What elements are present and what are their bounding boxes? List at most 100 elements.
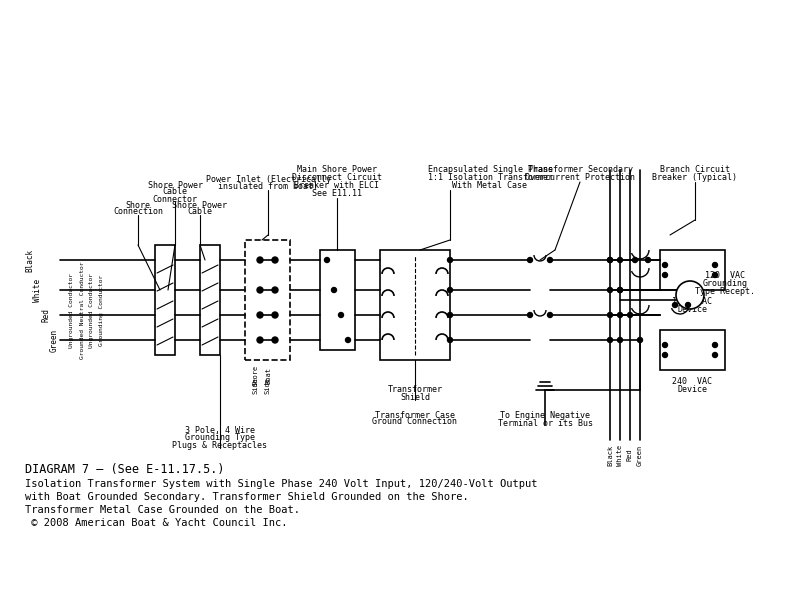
Circle shape xyxy=(547,313,553,317)
Text: See E11.11: See E11.11 xyxy=(312,190,362,199)
Bar xyxy=(692,293,695,301)
Text: DIAGRAM 7 – (See E-11.17.5.): DIAGRAM 7 – (See E-11.17.5.) xyxy=(25,463,225,476)
Text: Ungrounded Conductor: Ungrounded Conductor xyxy=(70,272,74,347)
Text: Connector: Connector xyxy=(153,194,198,203)
Circle shape xyxy=(257,287,263,293)
Text: Shore Power: Shore Power xyxy=(173,200,227,209)
Text: Shore Power: Shore Power xyxy=(147,181,202,190)
Text: 120  VAC: 120 VAC xyxy=(705,271,745,280)
Text: Device: Device xyxy=(677,305,707,314)
Circle shape xyxy=(713,263,718,268)
Circle shape xyxy=(638,337,642,343)
Text: Plugs & Receptacles: Plugs & Receptacles xyxy=(173,442,267,451)
Text: Green: Green xyxy=(50,328,58,352)
Text: Terminal or its Bus: Terminal or its Bus xyxy=(498,419,593,427)
Circle shape xyxy=(607,337,613,343)
Text: White: White xyxy=(617,445,623,466)
Circle shape xyxy=(607,313,613,317)
Circle shape xyxy=(257,337,263,343)
Circle shape xyxy=(272,287,278,293)
Circle shape xyxy=(618,287,622,292)
Circle shape xyxy=(272,337,278,343)
Text: Red: Red xyxy=(42,308,50,322)
Circle shape xyxy=(662,263,667,268)
Text: Breaker (Typical): Breaker (Typical) xyxy=(653,173,738,182)
Circle shape xyxy=(257,312,263,318)
Circle shape xyxy=(633,257,638,263)
Text: Cable: Cable xyxy=(187,208,213,217)
Circle shape xyxy=(618,313,622,317)
Text: insulated from boat): insulated from boat) xyxy=(218,182,318,191)
Text: Boat: Boat xyxy=(265,367,271,383)
Text: Ground Connection: Ground Connection xyxy=(373,418,458,427)
Text: Encapsulated Single Phase: Encapsulated Single Phase xyxy=(427,166,553,175)
Text: Side: Side xyxy=(252,377,258,394)
Text: Transformer Metal Case Grounded on the Boat.: Transformer Metal Case Grounded on the B… xyxy=(25,505,300,515)
Text: Grounding Conductor: Grounding Conductor xyxy=(99,274,105,346)
Text: with Boat Grounded Secondary. Transformer Shield Grounded on the Shore.: with Boat Grounded Secondary. Transforme… xyxy=(25,492,469,502)
Text: Type Recept.: Type Recept. xyxy=(695,286,755,295)
Circle shape xyxy=(607,257,613,263)
Text: Shore: Shore xyxy=(126,200,150,209)
Text: Grounding Type: Grounding Type xyxy=(185,433,255,443)
Circle shape xyxy=(447,313,453,317)
Bar xyxy=(200,245,220,355)
Circle shape xyxy=(627,313,633,317)
Bar xyxy=(660,250,725,290)
Text: To Engine Negative: To Engine Negative xyxy=(500,410,590,419)
Circle shape xyxy=(713,343,718,347)
Text: White: White xyxy=(34,278,42,302)
Circle shape xyxy=(673,302,678,307)
Text: 3 Pole, 4 Wire: 3 Pole, 4 Wire xyxy=(185,425,255,434)
Circle shape xyxy=(447,337,453,343)
Circle shape xyxy=(447,257,453,263)
Circle shape xyxy=(338,313,343,317)
Circle shape xyxy=(607,257,613,263)
Circle shape xyxy=(662,352,667,358)
Text: Cable: Cable xyxy=(162,187,187,196)
Circle shape xyxy=(527,257,533,263)
Circle shape xyxy=(662,343,667,347)
Text: Green: Green xyxy=(637,445,643,466)
Text: Disconnect Circuit: Disconnect Circuit xyxy=(292,173,382,182)
Circle shape xyxy=(646,257,650,263)
Text: Breaker with ELCI: Breaker with ELCI xyxy=(294,181,379,191)
Circle shape xyxy=(346,337,350,343)
Circle shape xyxy=(607,287,613,292)
Text: Black: Black xyxy=(26,248,34,272)
Text: Ungrounded Conductor: Ungrounded Conductor xyxy=(90,272,94,347)
Text: Connection: Connection xyxy=(113,208,163,217)
Bar xyxy=(320,250,355,350)
Circle shape xyxy=(686,302,690,307)
Text: With Metal Case: With Metal Case xyxy=(453,181,527,191)
Text: Shore: Shore xyxy=(252,364,258,386)
Text: Transformer: Transformer xyxy=(387,385,442,395)
Text: Transformer Secondary: Transformer Secondary xyxy=(527,166,633,175)
Text: Overcurrent Protection: Overcurrent Protection xyxy=(525,173,635,182)
Bar xyxy=(245,240,290,360)
Text: 120  VAC: 120 VAC xyxy=(672,298,712,307)
Text: Side: Side xyxy=(265,377,271,394)
Text: Grounding: Grounding xyxy=(702,278,747,287)
Text: Main Shore Power: Main Shore Power xyxy=(297,166,377,175)
Text: Black: Black xyxy=(607,445,613,466)
Circle shape xyxy=(547,257,553,263)
Text: 1:1 Isolation Transformer: 1:1 Isolation Transformer xyxy=(427,173,553,182)
Bar xyxy=(660,330,725,370)
Circle shape xyxy=(676,281,704,309)
Circle shape xyxy=(272,257,278,263)
Bar xyxy=(155,245,175,355)
Circle shape xyxy=(325,257,330,263)
Circle shape xyxy=(618,337,622,343)
Text: Branch Circuit: Branch Circuit xyxy=(660,166,730,175)
Circle shape xyxy=(527,313,533,317)
Bar xyxy=(380,250,450,360)
Circle shape xyxy=(618,257,622,263)
Text: Red: Red xyxy=(627,449,633,461)
Circle shape xyxy=(618,287,622,292)
Text: © 2008 American Boat & Yacht Council Inc.: © 2008 American Boat & Yacht Council Inc… xyxy=(25,518,287,528)
Circle shape xyxy=(257,257,263,263)
Circle shape xyxy=(331,287,337,292)
Text: Isolation Transformer System with Single Phase 240 Volt Input, 120/240-Volt Outp: Isolation Transformer System with Single… xyxy=(25,479,538,489)
Circle shape xyxy=(713,352,718,358)
